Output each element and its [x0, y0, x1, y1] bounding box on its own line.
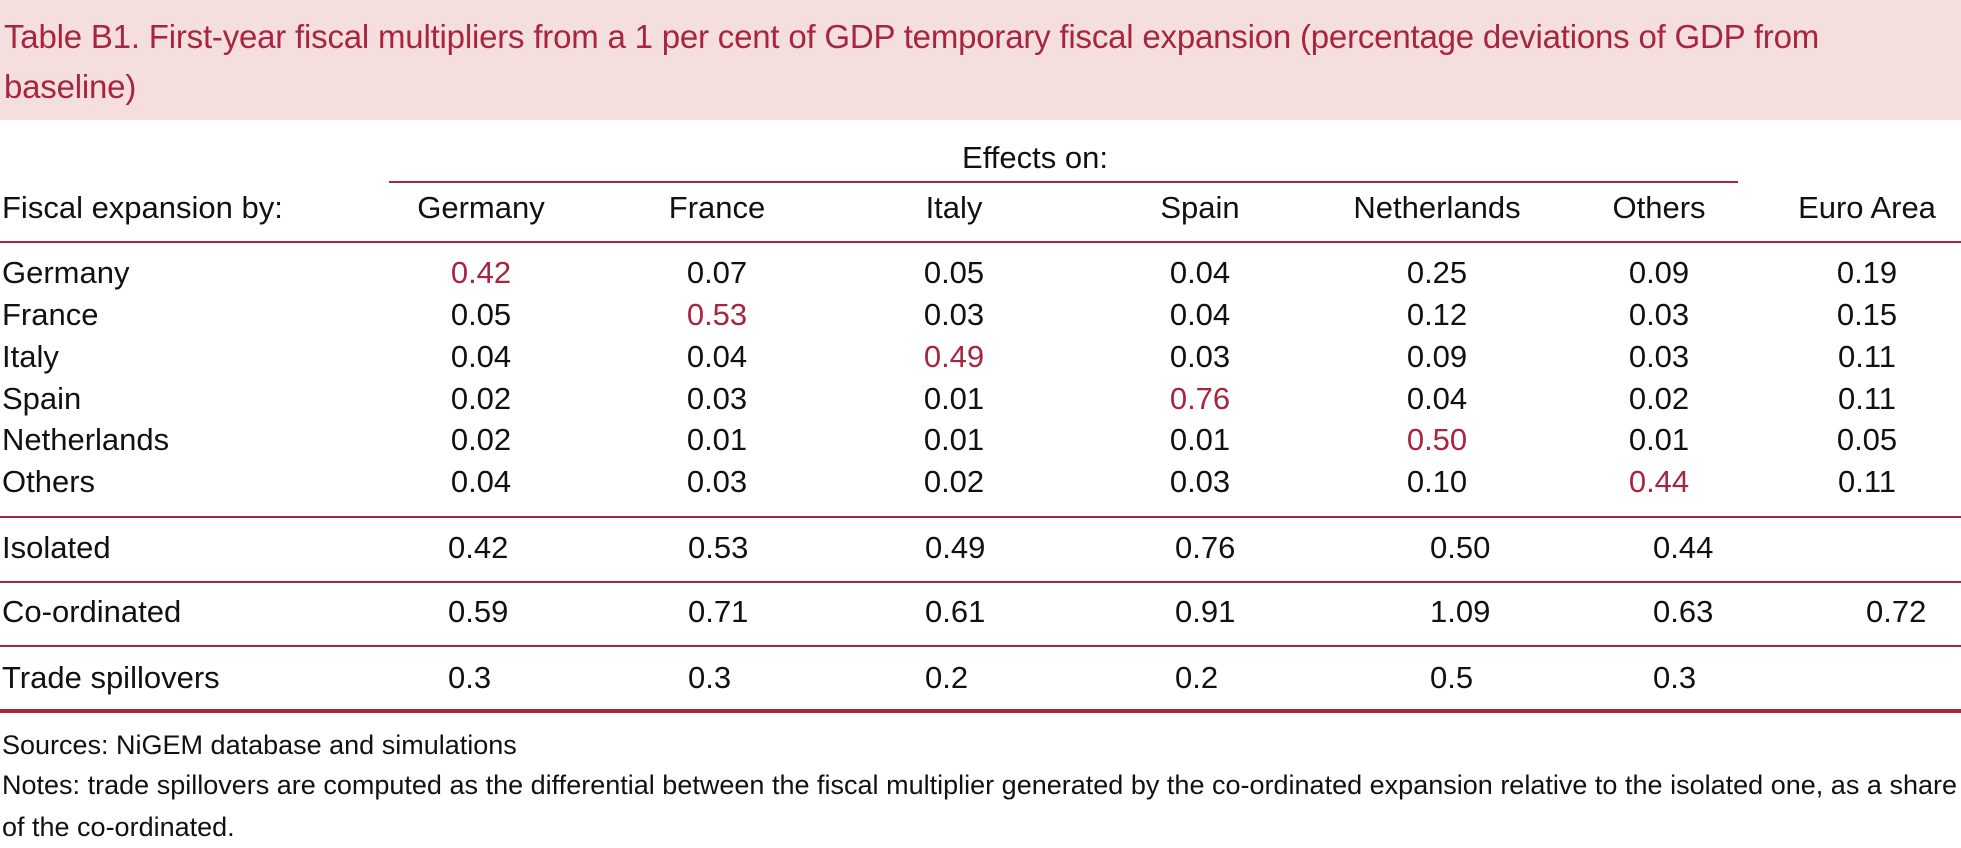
effects-on-label: Effects on: [962, 140, 1108, 175]
table-cell: 0.04 [450, 464, 512, 499]
table-cell: 0.04 [686, 339, 748, 374]
table-cell: 0.05 [450, 297, 512, 332]
row-label: Netherlands [2, 422, 170, 457]
table-cell: 0.02 [1628, 381, 1690, 416]
column-header: France [668, 190, 766, 225]
summary-cell: 0.3 [448, 660, 492, 695]
header-rule [0, 241, 1961, 243]
own-country-multiplier-cell: 0.42 [450, 255, 512, 290]
summary-row-label: Isolated [2, 530, 111, 565]
row-header-label: Fiscal expansion by: [2, 190, 283, 225]
table-bottom-rule [0, 709, 1961, 713]
summary-cell: 0.61 [925, 594, 986, 629]
own-country-multiplier-cell: 0.50 [1406, 422, 1468, 457]
column-header: Others [1612, 190, 1706, 225]
column-header: Spain [1160, 190, 1240, 225]
table-title: Table B1. First-year fiscal multipliers … [4, 18, 1820, 105]
row-label: Spain [2, 381, 82, 416]
table-cell: 0.09 [1406, 339, 1468, 374]
notes-text: Notes: trade spillovers are computed as … [2, 770, 1957, 842]
isolated-rule [0, 581, 1961, 583]
column-header: Italy [925, 190, 983, 225]
summary-row-label: Co-ordinated [2, 594, 182, 629]
column-header: Netherlands [1353, 190, 1521, 225]
table-cell: 0.04 [1169, 255, 1231, 290]
table-cell: 0.03 [1628, 297, 1690, 332]
table-cell: 0.05 [1836, 422, 1898, 457]
table-cell: 0.05 [923, 255, 985, 290]
table-cell: 0.03 [1169, 464, 1231, 499]
table-cell: 0.01 [1628, 422, 1690, 457]
table-cell: 0.03 [923, 297, 985, 332]
table-cell: 0.01 [686, 422, 748, 457]
summary-cell: 0.44 [1653, 530, 1714, 565]
body-rule [0, 516, 1961, 518]
own-country-multiplier-cell: 0.76 [1169, 381, 1231, 416]
summary-cell: 0.63 [1653, 594, 1714, 629]
effects-on-rule [389, 181, 1738, 183]
row-label: Others [2, 464, 96, 499]
summary-cell: 0.2 [925, 660, 969, 695]
summary-cell: 0.71 [688, 594, 749, 629]
row-label: France [2, 297, 99, 332]
table-cell: 0.12 [1406, 297, 1468, 332]
table-cell: 0.03 [1169, 339, 1231, 374]
table-cell: 0.01 [923, 381, 985, 416]
table-title-band: Table B1. First-year fiscal multipliers … [0, 0, 1961, 120]
table-cell: 0.07 [686, 255, 748, 290]
summary-row-label: Trade spillovers [2, 660, 220, 695]
table-cell: 0.11 [1837, 339, 1897, 374]
coordinated-rule [0, 645, 1961, 647]
own-country-multiplier-cell: 0.44 [1628, 464, 1690, 499]
table-cell: 0.10 [1406, 464, 1468, 499]
table-cell: 0.02 [923, 464, 985, 499]
summary-cell: 0.53 [688, 530, 749, 565]
row-label: Germany [2, 255, 130, 290]
table-cell: 0.25 [1406, 255, 1468, 290]
summary-cell: 0.3 [1653, 660, 1697, 695]
table-cell: 0.02 [450, 422, 512, 457]
summary-cell: 0.3 [688, 660, 732, 695]
summary-cell: 0.72 [1866, 594, 1927, 629]
summary-cell: 0.59 [448, 594, 509, 629]
summary-cell: 0.50 [1430, 530, 1491, 565]
table-cell: 0.01 [1169, 422, 1231, 457]
table-cell: 0.01 [923, 422, 985, 457]
table-cell: 0.11 [1837, 381, 1897, 416]
table-cell: 0.03 [1628, 339, 1690, 374]
summary-cell: 0.5 [1430, 660, 1474, 695]
own-country-multiplier-cell: 0.53 [686, 297, 748, 332]
table-cell: 0.09 [1628, 255, 1690, 290]
table-cell: 0.15 [1836, 297, 1898, 332]
summary-cell: 1.09 [1430, 594, 1491, 629]
column-header: Euro Area [1798, 190, 1936, 225]
summary-cell: 0.49 [925, 530, 986, 565]
table-cell: 0.03 [686, 464, 748, 499]
table-cell: 0.04 [1169, 297, 1231, 332]
sources-text: Sources: NiGEM database and simulations [2, 730, 517, 760]
table-cell: 0.03 [686, 381, 748, 416]
summary-cell: 0.2 [1175, 660, 1219, 695]
table-cell: 0.11 [1837, 464, 1897, 499]
table-cell: 0.19 [1836, 255, 1898, 290]
summary-cell: 0.91 [1175, 594, 1236, 629]
summary-cell: 0.76 [1175, 530, 1236, 565]
row-label: Italy [2, 339, 59, 374]
column-header: Germany [417, 190, 545, 225]
table-cell: 0.02 [450, 381, 512, 416]
own-country-multiplier-cell: 0.49 [923, 339, 985, 374]
table-cell: 0.04 [1406, 381, 1468, 416]
summary-cell: 0.42 [448, 530, 509, 565]
table-cell: 0.04 [450, 339, 512, 374]
